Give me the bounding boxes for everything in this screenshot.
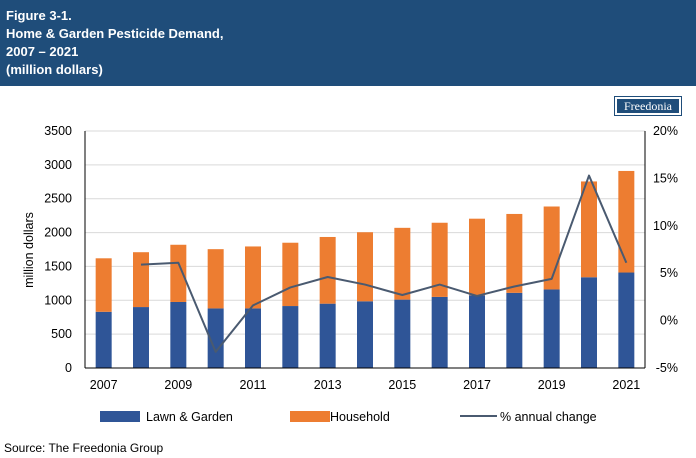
bar-lawn-garden (207, 308, 224, 368)
y-tick-label: 1000 (44, 293, 72, 307)
y2-tick-label: 20% (653, 124, 678, 138)
bar-household (95, 258, 112, 312)
y2-tick-label: 10% (653, 219, 678, 233)
bar-household (133, 252, 149, 308)
bar-household (170, 244, 187, 302)
bar-household (618, 170, 635, 273)
bar-household (581, 181, 597, 278)
bar-household (469, 218, 485, 296)
y-tick-label: 1500 (44, 259, 72, 273)
bar-lawn-garden (543, 289, 560, 368)
bar-lawn-garden (319, 303, 336, 368)
x-tick-label: 2011 (240, 378, 267, 392)
bar-lawn-garden (95, 311, 112, 368)
figure-title: Home & Garden Pesticide Demand, (6, 26, 224, 41)
legend-label-annual-change: % annual change (500, 410, 597, 424)
bar-lawn-garden (618, 272, 635, 368)
bar-household (506, 213, 523, 293)
bar-household (282, 242, 299, 307)
figure-years: 2007 – 2021 (6, 44, 79, 59)
bar-household (394, 227, 411, 300)
bar-household (431, 222, 448, 297)
bar-lawn-garden (282, 306, 299, 368)
figure-units: (million dollars) (6, 62, 103, 77)
y-tick-label: 500 (51, 327, 72, 341)
bar-household (207, 249, 224, 309)
bar-lawn-garden (506, 292, 523, 368)
y-tick-label: 2500 (44, 192, 72, 206)
bar-lawn-garden (357, 301, 373, 368)
x-tick-label: 2009 (164, 378, 192, 392)
bar-household (357, 232, 373, 302)
y-tick-label: 0 (65, 361, 72, 375)
x-tick-label: 2007 (90, 378, 118, 392)
bar-lawn-garden (394, 299, 411, 368)
legend-swatch-lawn-garden (100, 411, 140, 422)
line-annual-change (140, 174, 628, 353)
x-tick-label: 2019 (538, 378, 566, 392)
y-tick-label: 2000 (44, 226, 72, 240)
y2-tick-label: 0% (660, 314, 678, 328)
y-tick-label: 3000 (44, 158, 72, 172)
bar-lawn-garden (133, 307, 149, 368)
x-tick-label: 2017 (463, 378, 491, 392)
figure-header: Figure 3-1. Home & Garden Pesticide Dema… (0, 0, 696, 86)
bar-household (245, 246, 261, 309)
bar-lawn-garden (245, 308, 261, 368)
y2-tick-label: -5% (656, 361, 678, 375)
bar-household (319, 236, 336, 304)
y-tick-label: 3500 (44, 124, 72, 138)
y2-tick-label: 15% (653, 171, 678, 185)
source-note: Source: The Freedonia Group (4, 441, 164, 455)
freedonia-logo: Freedonia (614, 96, 682, 116)
y-axis-title: million dollars (22, 212, 36, 288)
legend-swatch-household (290, 411, 330, 422)
x-tick-label: 2021 (612, 378, 640, 392)
bar-lawn-garden (469, 295, 485, 368)
bar-lawn-garden (170, 301, 187, 368)
x-tick-label: 2015 (388, 378, 416, 392)
legend-label-household: Household (330, 410, 390, 424)
legend-label-lawn-garden: Lawn & Garden (146, 410, 233, 424)
x-tick-label: 2013 (314, 378, 342, 392)
bar-lawn-garden (581, 277, 597, 368)
bar-lawn-garden (431, 296, 448, 368)
y2-tick-label: 5% (660, 266, 678, 280)
figure-number: Figure 3-1. (6, 8, 72, 23)
